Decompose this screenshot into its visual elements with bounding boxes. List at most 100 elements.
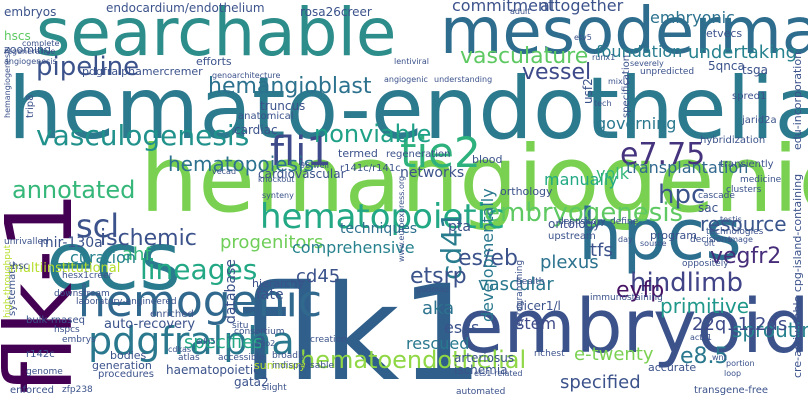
word: wnt — [712, 353, 727, 362]
word: pdgfralpha — [88, 319, 295, 363]
word: bodies — [110, 349, 147, 362]
word: primitive — [660, 294, 750, 318]
word: unpredicted — [640, 67, 695, 77]
word: angiogenic — [384, 75, 428, 84]
word: vasculature — [460, 44, 589, 69]
word: regeneration — [386, 149, 451, 160]
word: ets1-related — [474, 369, 523, 378]
word: developmentally — [478, 188, 497, 322]
word: health — [516, 277, 545, 287]
word: undertaking — [688, 42, 798, 63]
word: escs — [444, 318, 480, 337]
word: accessible — [218, 353, 265, 363]
word: eyfp — [616, 278, 665, 303]
word: r141c/r141c — [340, 163, 401, 174]
word: fate — [256, 287, 284, 303]
word: oft — [704, 239, 715, 248]
word: r142c — [26, 349, 55, 360]
word: 22q11.2ds — [692, 314, 788, 335]
word: hemogenic — [78, 276, 323, 327]
word: commitment — [452, 0, 555, 15]
word: sac — [698, 201, 719, 215]
word: rescued — [406, 334, 470, 353]
word: e-twenty — [574, 344, 654, 365]
word: embryogenesis — [484, 198, 684, 228]
word: embryonic — [650, 8, 735, 27]
word: hindlimb — [630, 268, 743, 298]
word: tech — [594, 99, 612, 108]
word: vasculogenesis — [36, 119, 250, 152]
word: unrivalled — [4, 237, 49, 247]
word: image — [728, 235, 753, 244]
word: cdh5 — [196, 337, 216, 346]
word: networks — [400, 165, 465, 181]
word: severely — [630, 59, 664, 68]
word: endocardium/endothelium — [106, 1, 265, 15]
word: spred1 — [732, 91, 767, 102]
word: fli1 — [270, 129, 332, 175]
word: ecs — [46, 215, 181, 308]
word: multiinstitutional — [10, 261, 121, 276]
word: hpc — [658, 180, 706, 210]
word: aka — [422, 298, 455, 319]
word: testis — [720, 215, 742, 224]
word: program — [650, 229, 697, 242]
word: 5qnca — [708, 59, 745, 73]
word: pdgfralphamercremer — [82, 65, 203, 78]
word: indispensable — [272, 361, 335, 371]
word: zfp238 — [62, 385, 93, 395]
word: pta — [448, 219, 471, 235]
word: day — [618, 235, 633, 244]
word: complete — [22, 39, 60, 48]
word: cd45 — [296, 266, 341, 287]
word: procedures — [98, 369, 154, 380]
word: yolk — [596, 164, 629, 183]
word: vegfr2 — [710, 244, 782, 269]
word: annotated — [12, 176, 136, 204]
word: technologies — [706, 227, 764, 237]
word: foundation — [596, 42, 683, 61]
word: spo2 — [256, 339, 276, 348]
word: termed — [338, 147, 378, 160]
word: edu-incorporation — [791, 51, 804, 150]
word: anatomical — [238, 111, 294, 122]
word: source — [640, 239, 667, 248]
word: plexus — [540, 252, 599, 273]
word: nonviable — [314, 120, 432, 148]
word: hspcs — [54, 325, 80, 335]
word: arteriosus — [454, 351, 515, 365]
word: embrys — [62, 335, 96, 345]
word: mir-130a — [40, 235, 103, 251]
word: transplantation — [626, 158, 749, 177]
word: orthology — [500, 185, 553, 198]
word: automated — [456, 387, 506, 397]
word: es/eb — [458, 246, 518, 271]
word: knockout — [258, 175, 295, 184]
word: e8.5 — [680, 344, 729, 369]
word: flk1 — [240, 257, 484, 404]
word: cardiac — [234, 123, 278, 137]
word: altogether — [540, 0, 624, 15]
word: trip8 — [25, 94, 36, 118]
word: vascular — [478, 274, 554, 295]
word: sprouting — [732, 318, 808, 342]
word: summary — [254, 359, 306, 372]
word: medicine — [740, 175, 782, 185]
word: decisions — [690, 235, 732, 245]
word: oppositely — [682, 259, 729, 269]
word: vecad — [212, 167, 237, 176]
word: define — [610, 217, 639, 227]
word: cdkas — [168, 345, 192, 354]
word: regenerative — [4, 47, 56, 56]
word: cascade — [698, 191, 735, 201]
word: richest — [534, 349, 565, 359]
word: mixl1 — [608, 77, 631, 86]
word: genome — [26, 367, 63, 377]
word: auto-recovery — [104, 317, 196, 332]
word: broadly — [272, 351, 306, 361]
word: www.euroexpress.org — [397, 175, 406, 262]
word: consortium — [234, 327, 285, 337]
word: curation — [70, 248, 136, 267]
word: hybridization — [700, 135, 766, 146]
word: lentiviral — [394, 57, 429, 66]
